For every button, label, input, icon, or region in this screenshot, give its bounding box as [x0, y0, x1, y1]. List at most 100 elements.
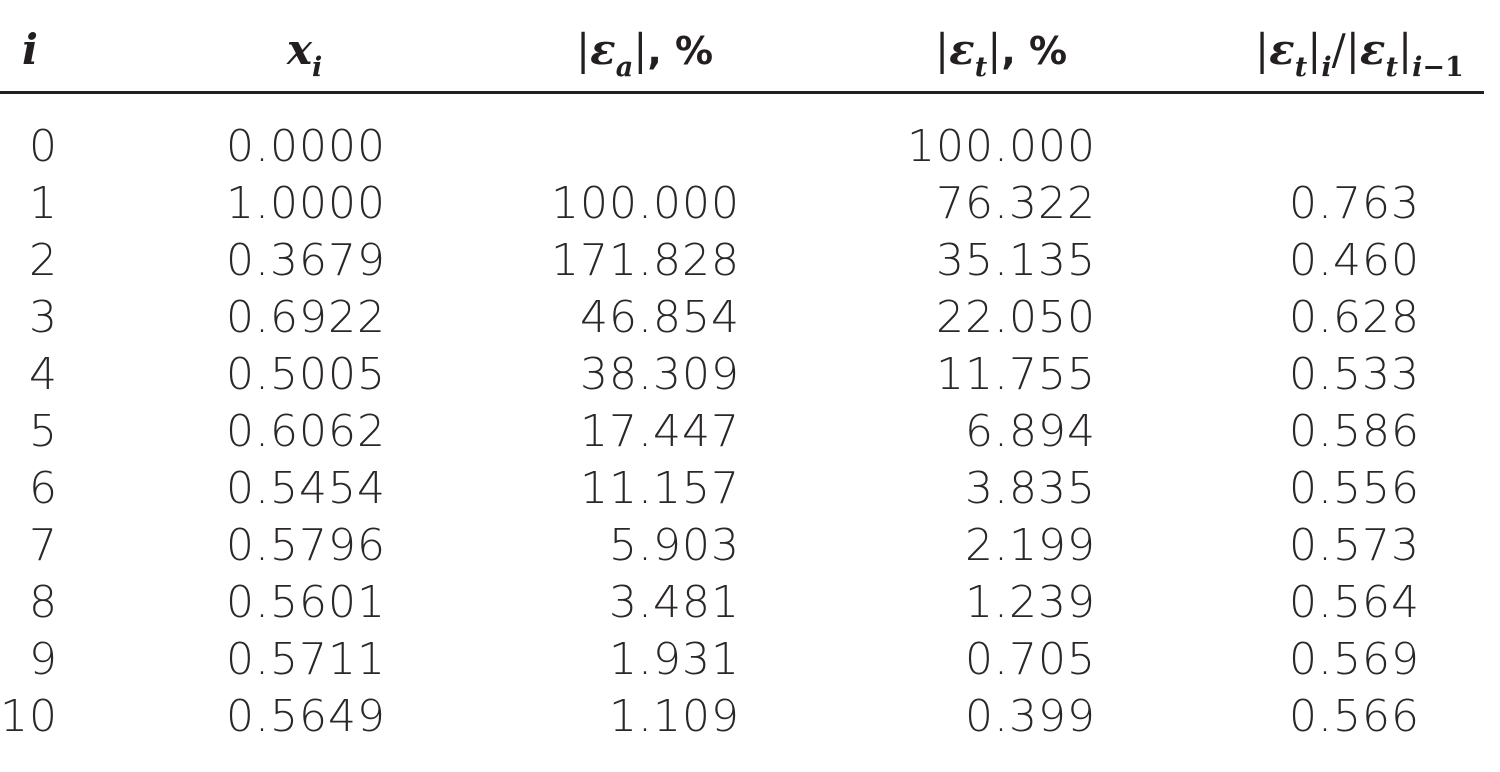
cell-x: 0.6062	[226, 406, 386, 457]
cell-x: 0.5601	[226, 577, 386, 628]
cell-error-ratio: 0.763	[1289, 178, 1420, 229]
header-error-ratio: |εt|i/|εt|i−1	[1255, 14, 1495, 86]
cell-true-error: 35.135	[936, 235, 1096, 286]
header-ratio-symbol-1: ε	[1269, 25, 1295, 74]
header-et-bar-open: |	[935, 25, 950, 74]
table-row: 4 0.5005 38.309 11.755 0.533	[0, 346, 1500, 403]
cell-approx-error: 1.109	[609, 691, 740, 742]
cell-error-ratio: 0.569	[1289, 634, 1420, 685]
table-header: i xi |εa|, % |εt|, % |εt|i/|εt|i−1	[0, 14, 1500, 86]
cell-true-error: 3.835	[965, 463, 1096, 514]
header-ratio-slash: /	[1331, 25, 1346, 74]
header-x-label: x	[287, 25, 313, 74]
header-i-label: i	[22, 25, 38, 74]
cell-error-ratio: 0.573	[1289, 520, 1420, 571]
cell-error-ratio	[1240, 118, 1420, 175]
cell-x: 0.5454	[226, 463, 386, 514]
cell-true-error: 76.322	[936, 178, 1096, 229]
cell-approx-error: 17.447	[580, 406, 740, 457]
table-row: 8 0.5601 3.481 1.239 0.564	[0, 574, 1500, 631]
cell-error-ratio: 0.564	[1289, 577, 1420, 628]
header-x-subscript: i	[312, 52, 323, 83]
header-approx-error: |εa|, %	[576, 14, 746, 86]
cell-approx-error: 38.309	[580, 349, 740, 400]
cell-approx-error: 1.931	[609, 634, 740, 685]
cell-x: 1.0000	[226, 178, 386, 229]
cell-error-ratio: 0.533	[1289, 349, 1420, 400]
cell-error-ratio: 0.556	[1289, 463, 1420, 514]
cell-error-ratio: 0.628	[1289, 292, 1420, 343]
header-i: i	[22, 14, 52, 86]
header-ratio-subscript-2: i	[1321, 52, 1332, 83]
cell-i: 7	[29, 520, 58, 571]
header-ratio-subscript-4: i−1	[1412, 52, 1464, 83]
cell-i: 9	[29, 634, 58, 685]
header-ea-bar-open: |	[576, 25, 591, 74]
cell-true-error: 0.705	[965, 634, 1096, 685]
cell-true-error: 1.239	[965, 577, 1096, 628]
header-ratio-symbol-2: ε	[1359, 25, 1386, 74]
table-row: 3 0.6922 46.854 22.050 0.628	[0, 289, 1500, 346]
cell-approx-error: 46.854	[580, 292, 740, 343]
header-x: xi	[287, 14, 347, 86]
cell-x: 0.3679	[226, 235, 386, 286]
header-ratio-subscript-4-rest: −1	[1422, 52, 1464, 83]
table-row: 0 0.0000 100.000	[0, 118, 1500, 175]
cell-x: 0.5649	[226, 691, 386, 742]
cell-i: 2	[29, 235, 58, 286]
cell-approx-error	[540, 118, 740, 175]
cell-true-error: 0.399	[965, 691, 1096, 742]
cell-approx-error: 5.903	[609, 520, 740, 571]
cell-true-error: 100.000	[907, 121, 1096, 172]
header-rule	[0, 91, 1484, 94]
table-row: 2 0.3679 171.828 35.135 0.460	[0, 232, 1500, 289]
header-ratio-bar-2: |	[1307, 25, 1322, 74]
cell-i: 10	[0, 691, 58, 742]
cell-i: 8	[29, 577, 58, 628]
cell-x: 0.5005	[226, 349, 386, 400]
header-ea-bar-close: |	[633, 25, 648, 74]
cell-x: 0.6922	[226, 292, 386, 343]
cell-i: 0	[29, 121, 58, 172]
cell-true-error: 22.050	[936, 292, 1096, 343]
cell-error-ratio: 0.460	[1289, 235, 1420, 286]
table-row: 10 0.5649 1.109 0.399 0.566	[0, 688, 1500, 745]
header-et-subscript: t	[974, 52, 988, 83]
table-row: 6 0.5454 11.157 3.835 0.556	[0, 460, 1500, 517]
table-row: 7 0.5796 5.903 2.199 0.573	[0, 517, 1500, 574]
header-ratio-subscript-3: t	[1385, 52, 1398, 83]
cell-x: 0.5796	[226, 520, 386, 571]
header-ea-suffix: , %	[647, 29, 714, 73]
header-ea-symbol: ε	[590, 25, 616, 74]
cell-i: 3	[29, 292, 58, 343]
cell-approx-error: 100.000	[551, 178, 740, 229]
header-et-suffix: , %	[1001, 29, 1068, 73]
cell-true-error: 6.894	[965, 406, 1096, 457]
header-et-symbol: ε	[949, 25, 975, 74]
cell-true-error: 2.199	[965, 520, 1096, 571]
header-et-bar-close: |	[987, 25, 1002, 74]
header-ea-subscript: a	[615, 52, 634, 83]
cell-i: 5	[29, 406, 58, 457]
header-ratio-subscript-1: t	[1294, 52, 1308, 83]
cell-error-ratio: 0.586	[1289, 406, 1420, 457]
table-row: 1 1.0000 100.000 76.322 0.763	[0, 175, 1500, 232]
header-ratio-bar-1: |	[1255, 25, 1270, 74]
cell-approx-error: 3.481	[609, 577, 740, 628]
cell-x: 0.5711	[226, 634, 386, 685]
cell-true-error: 11.755	[936, 349, 1096, 400]
header-true-error: |εt|, %	[935, 14, 1105, 86]
cell-approx-error: 171.828	[551, 235, 740, 286]
table-row: 9 0.5711 1.931 0.705 0.569	[0, 631, 1500, 688]
header-ratio-bar-3: |	[1345, 25, 1360, 74]
cell-x: 0.0000	[226, 121, 386, 172]
header-ratio-subscript-4-i: i	[1412, 52, 1423, 83]
cell-i: 6	[29, 463, 58, 514]
cell-approx-error: 11.157	[580, 463, 740, 514]
cell-i: 4	[29, 349, 58, 400]
cell-error-ratio: 0.566	[1289, 691, 1420, 742]
header-ratio-bar-4: |	[1397, 25, 1413, 74]
table-row: 5 0.6062 17.447 6.894 0.586	[0, 403, 1500, 460]
cell-i: 1	[29, 178, 58, 229]
